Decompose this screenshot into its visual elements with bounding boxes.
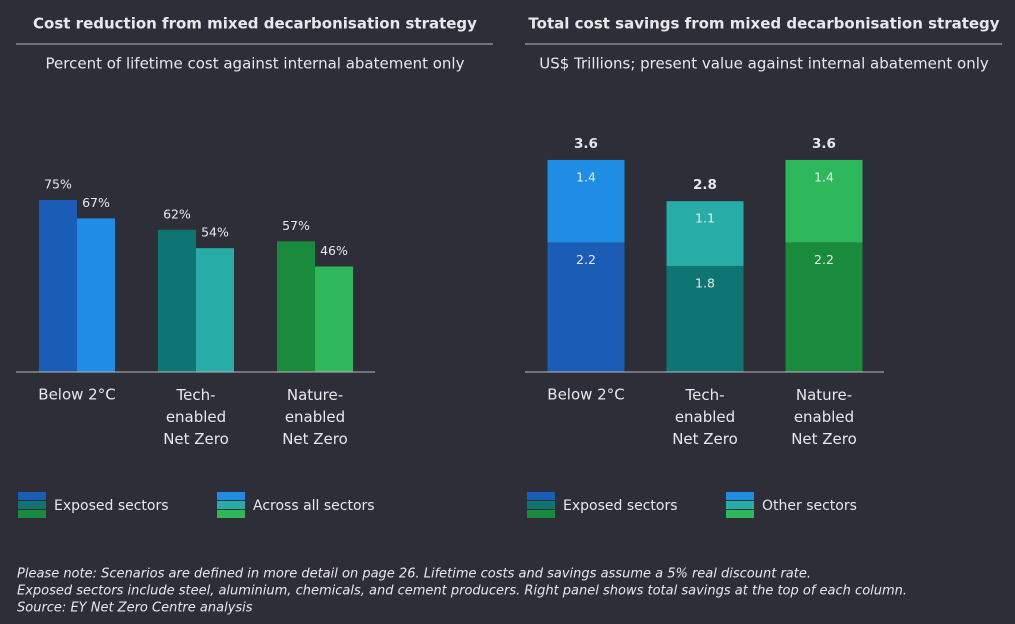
chart-subtitle: Percent of lifetime cost against interna… [46, 55, 465, 73]
legend-swatch [527, 501, 555, 509]
bar-segment [547, 159, 625, 243]
legend-swatch [726, 510, 754, 518]
legend-swatch [527, 492, 555, 500]
legend-label: Across all sectors [253, 498, 375, 514]
value-label: 1.1 [695, 211, 715, 226]
legend-swatch [217, 510, 245, 518]
x-tick-label: Tech-enabled Net Zero [672, 386, 738, 448]
legend-label: Exposed sectors [563, 498, 678, 514]
bar [315, 266, 353, 372]
chart-subtitle: US$ Trillions; present value against int… [539, 55, 989, 73]
value-label: 57% [282, 218, 310, 233]
value-label: 2.2 [576, 252, 596, 267]
total-label: 3.6 [574, 136, 598, 152]
x-tick-label: Tech-enabled Net Zero [163, 386, 229, 448]
bar [277, 241, 315, 372]
legend-swatch [18, 501, 46, 509]
value-label: 1.8 [695, 275, 715, 290]
value-label: 1.4 [576, 169, 596, 184]
value-label: 67% [82, 195, 110, 210]
chart-title: Cost reduction from mixed decarbonisatio… [33, 15, 477, 33]
legend-label: Exposed sectors [54, 498, 169, 514]
bar [77, 218, 115, 372]
note: Exposed sectors include steel, aluminium… [17, 584, 907, 599]
legend-swatch [18, 510, 46, 518]
x-tick-label: Nature-enabled Net Zero [791, 386, 857, 448]
legend-swatch [726, 501, 754, 509]
value-label: 1.4 [814, 169, 834, 184]
total-label: 3.6 [812, 136, 836, 152]
note: Please note: Scenarios are defined in mo… [17, 567, 811, 582]
bar [158, 229, 196, 372]
value-label: 46% [320, 243, 348, 258]
bar-segment [666, 201, 744, 266]
x-tick-label: Below 2°C [38, 386, 115, 404]
x-tick-label: Nature-enabled Net Zero [282, 386, 348, 448]
legend-swatch [217, 492, 245, 500]
bar-segment [785, 242, 863, 372]
legend-swatch [726, 492, 754, 500]
bar-segment [547, 242, 625, 372]
value-label: 2.2 [814, 252, 834, 267]
x-tick-label: Below 2°C [547, 386, 624, 404]
bar [39, 200, 77, 372]
legend-swatch [527, 510, 555, 518]
chart-title: Total cost savings from mixed decarbonis… [528, 15, 999, 33]
note: Source: EY Net Zero Centre analysis [17, 601, 253, 616]
value-label: 62% [163, 206, 191, 221]
total-label: 2.8 [693, 177, 717, 193]
legend-swatch [18, 492, 46, 500]
bar-segment [666, 265, 744, 372]
bar [196, 248, 234, 372]
value-label: 75% [44, 177, 72, 192]
bar-segment [785, 159, 863, 243]
legend-swatch [217, 501, 245, 509]
value-label: 54% [201, 225, 229, 240]
legend-label: Other sectors [762, 498, 857, 514]
